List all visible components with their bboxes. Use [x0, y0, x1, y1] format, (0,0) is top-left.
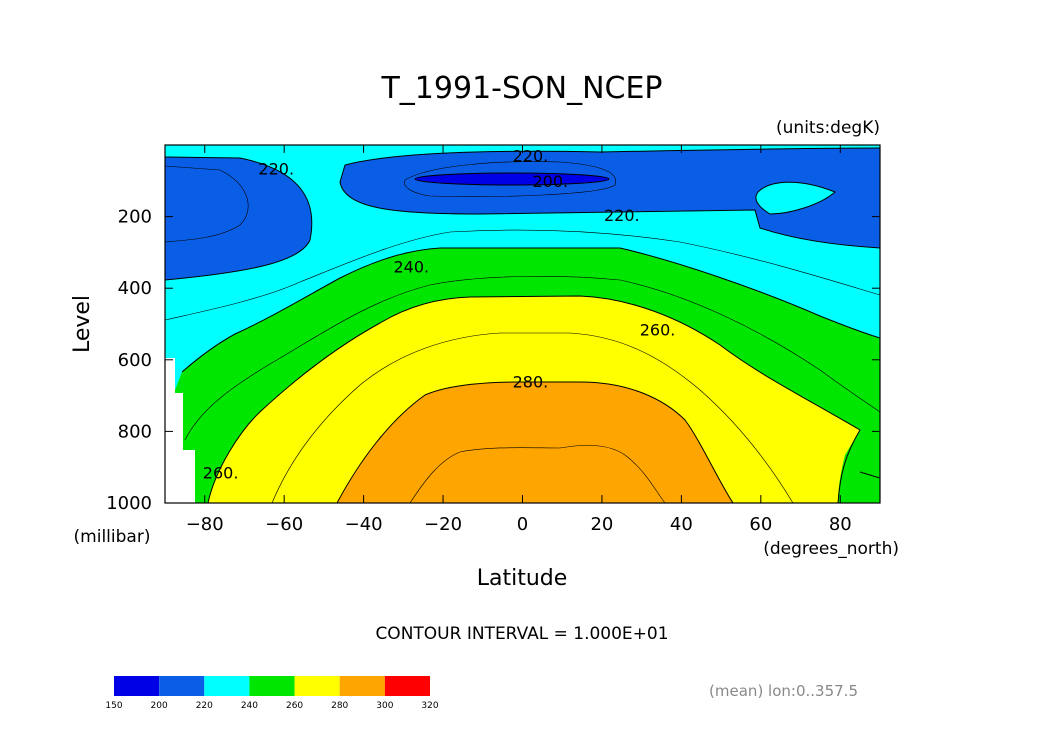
contour-line-280 [336, 381, 734, 503]
x-axis-label: Latitude [477, 566, 568, 591]
colorbar-swatch [204, 676, 250, 696]
y-tick-label: 400 [118, 278, 152, 299]
contour-line-200-main [339, 147, 880, 249]
band-280-300 [337, 382, 733, 503]
x-tick-label: 0 [517, 514, 528, 535]
x-tick-label: 60 [749, 514, 772, 535]
contour-fills [165, 145, 880, 503]
contour-labels: 220. 220. 200. 220. 240. 260. 280. 260. [203, 147, 676, 483]
colorbar-swatch [249, 676, 295, 696]
missing-data-region [165, 358, 195, 503]
contour-line-230 [165, 229, 880, 321]
contour-lines [165, 147, 880, 503]
contour-line-195 [414, 172, 610, 186]
band-220-240-top [165, 145, 880, 156]
colorbar-label: 200 [151, 701, 168, 711]
contour-label: 260. [640, 320, 676, 339]
chart-title: T_1991-SON_NCEP [380, 71, 662, 106]
contour-label: 280. [513, 372, 549, 391]
colorbar-swatch [159, 676, 205, 696]
x-tick-label: 80 [829, 514, 852, 535]
contour-label: 200. [532, 172, 568, 191]
colorbar-swatch [384, 676, 430, 696]
y-tick-label: 200 [118, 207, 152, 228]
contour-line-200-island [755, 181, 836, 215]
units-note: (units:degK) [776, 118, 880, 138]
y-axis: 200 400 600 800 1000 [106, 207, 880, 514]
contour-line-260 [207, 295, 861, 503]
contour-line-200-left [165, 156, 313, 281]
colorbar-label: 300 [376, 701, 393, 711]
colorbar-label: 240 [241, 701, 258, 711]
colorbar-label: 260 [286, 701, 303, 711]
y-units: (millibar) [74, 527, 151, 547]
band-220-240-island [755, 182, 835, 214]
colorbar-swatch [339, 676, 385, 696]
y-tick-label: 1000 [106, 493, 152, 514]
y-axis-label: Level [70, 295, 95, 353]
contour-line-240 [181, 247, 880, 373]
contour-label: 240. [393, 258, 429, 277]
x-axis: −80 −60 −40 −20 0 20 40 60 80 [186, 145, 852, 535]
colorbar-label: 280 [331, 701, 348, 711]
x-tick-label: −80 [186, 514, 224, 535]
contour-line-210 [404, 161, 617, 197]
x-tick-label: −40 [345, 514, 383, 535]
contour-label: 220. [513, 147, 549, 166]
x-tick-label: 40 [670, 514, 693, 535]
contour-line-250 [184, 276, 880, 441]
x-tick-label: −60 [265, 514, 303, 535]
band-200-220-left [165, 157, 312, 280]
colorbar-label: 320 [421, 701, 438, 711]
colorbar-label: 220 [196, 701, 213, 711]
band-below-200 [415, 173, 609, 185]
contour-line-270 [271, 332, 794, 503]
y-tick-label: 800 [118, 421, 152, 442]
colorbar: 150 200 220 240 260 280 300 320 [105, 676, 439, 711]
contour-label: 220. [258, 159, 294, 178]
y-tick-label: 600 [118, 350, 152, 371]
contour-line-290 [409, 445, 666, 503]
contour-label: 260. [203, 464, 239, 483]
contour-interval-text: CONTOUR INTERVAL = 1.000E+01 [375, 624, 668, 644]
contour-label: 220. [604, 206, 640, 225]
contour-line-210-left [165, 165, 249, 243]
footnote: (mean) lon:0..357.5 [709, 682, 858, 700]
contour-line-260-right-spike [859, 471, 880, 479]
x-units: (degrees_north) [763, 539, 899, 559]
x-tick-label: −20 [424, 514, 462, 535]
colorbar-label: 150 [105, 701, 122, 711]
colorbar-swatch [294, 676, 340, 696]
colorbar-swatch [114, 676, 160, 696]
x-tick-label: 20 [590, 514, 613, 535]
